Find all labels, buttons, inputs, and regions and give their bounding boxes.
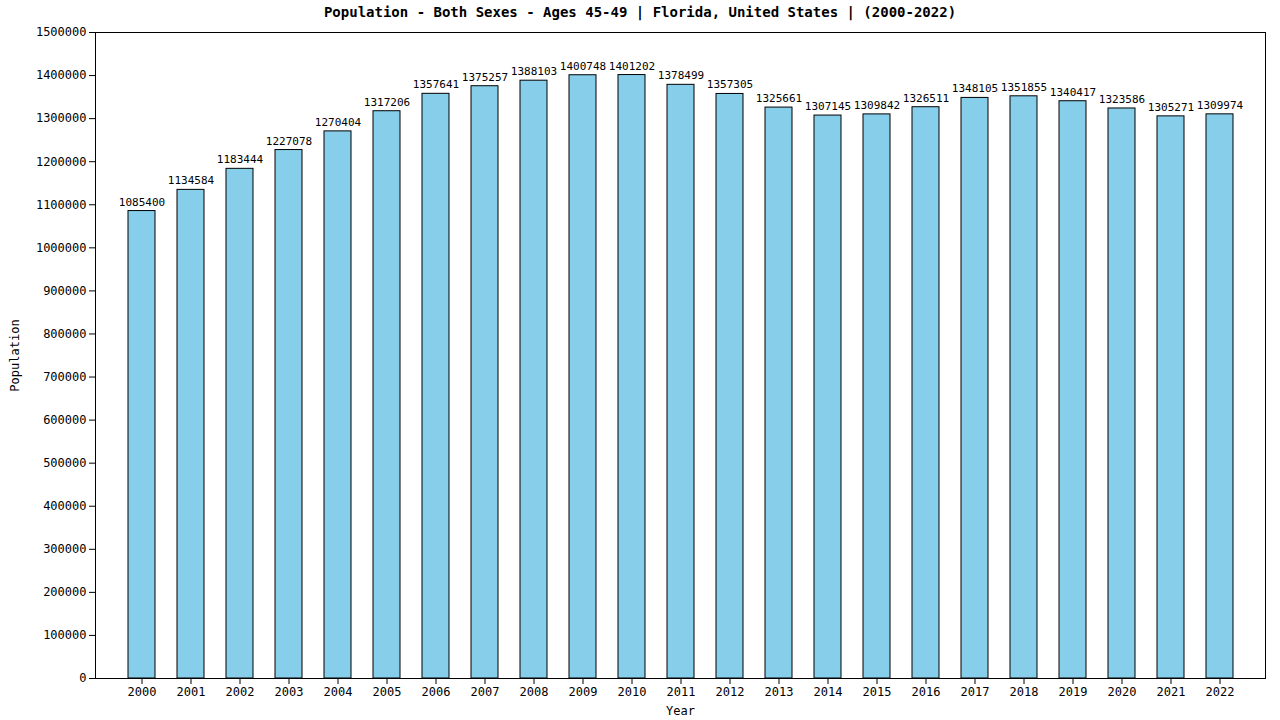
svg-text:2019: 2019: [1059, 685, 1088, 699]
svg-text:1357641: 1357641: [413, 78, 459, 91]
svg-text:2002: 2002: [226, 685, 255, 699]
svg-text:Year: Year: [666, 704, 695, 718]
html-text:Population - Both Sexes - Ages: Population - Both Sexes - Ages 45-49 | F…: [323, 4, 957, 20]
svg-text:1309974: 1309974: [1197, 99, 1244, 112]
svg-text:2011: 2011: [667, 685, 696, 699]
svg-text:2007: 2007: [471, 685, 500, 699]
svg-text:1375257: 1375257: [462, 71, 508, 84]
svg-text:1134584: 1134584: [168, 174, 215, 187]
svg-text:900000: 900000: [43, 284, 86, 298]
svg-text:1400748: 1400748: [560, 60, 606, 73]
svg-text:1305271: 1305271: [1148, 101, 1194, 114]
svg-text:600000: 600000: [43, 413, 86, 427]
svg-text:2012: 2012: [716, 685, 745, 699]
svg-text:2014: 2014: [814, 685, 843, 699]
svg-text:2015: 2015: [863, 685, 892, 699]
svg-text:100000: 100000: [43, 628, 86, 642]
svg-text:2008: 2008: [520, 685, 549, 699]
svg-text:1351855: 1351855: [1001, 81, 1047, 94]
svg-text:1200000: 1200000: [36, 155, 87, 169]
svg-text:1326511: 1326511: [903, 92, 949, 105]
svg-text:1348105: 1348105: [952, 82, 998, 95]
svg-text:2018: 2018: [1010, 685, 1039, 699]
svg-text:1307145: 1307145: [805, 100, 851, 113]
svg-text:2005: 2005: [373, 685, 402, 699]
svg-text:2006: 2006: [422, 685, 451, 699]
svg-text:1323586: 1323586: [1099, 93, 1145, 106]
svg-text:700000: 700000: [43, 370, 86, 384]
svg-text:1378499: 1378499: [658, 69, 704, 82]
svg-text:Population: Population: [8, 319, 22, 391]
svg-text:1500000: 1500000: [36, 25, 87, 39]
svg-text:1227078: 1227078: [266, 135, 312, 148]
svg-text:1309842: 1309842: [854, 99, 900, 112]
svg-text:2017: 2017: [961, 685, 990, 699]
svg-text:1388103: 1388103: [511, 65, 557, 78]
svg-text:400000: 400000: [43, 499, 86, 513]
svg-text:1100000: 1100000: [36, 198, 87, 212]
svg-text:1270404: 1270404: [315, 116, 362, 129]
svg-text:1400000: 1400000: [36, 68, 87, 82]
svg-text:1317206: 1317206: [364, 96, 410, 109]
svg-text:2009: 2009: [569, 685, 598, 699]
svg-text:2021: 2021: [1157, 685, 1186, 699]
svg-text:2020: 2020: [1108, 685, 1137, 699]
svg-text:2022: 2022: [1206, 685, 1235, 699]
svg-text:2003: 2003: [275, 685, 304, 699]
svg-text:2000: 2000: [128, 685, 157, 699]
svg-text:1000000: 1000000: [36, 241, 87, 255]
svg-text:2013: 2013: [765, 685, 794, 699]
svg-text:800000: 800000: [43, 327, 86, 341]
svg-text:1401202: 1401202: [609, 60, 655, 73]
svg-text:1085400: 1085400: [119, 196, 165, 209]
svg-text:500000: 500000: [43, 456, 86, 470]
svg-text:2001: 2001: [177, 685, 206, 699]
svg-text:300000: 300000: [43, 542, 86, 556]
svg-text:1357305: 1357305: [707, 78, 753, 91]
svg-text:2010: 2010: [618, 685, 647, 699]
svg-text:0: 0: [79, 671, 86, 685]
svg-text:1325661: 1325661: [756, 92, 802, 105]
svg-text:1183444: 1183444: [217, 153, 264, 166]
svg-text:2004: 2004: [324, 685, 353, 699]
svg-text:200000: 200000: [43, 585, 86, 599]
svg-text:1300000: 1300000: [36, 111, 87, 125]
svg-text:2016: 2016: [912, 685, 941, 699]
svg-text:1340417: 1340417: [1050, 86, 1096, 99]
